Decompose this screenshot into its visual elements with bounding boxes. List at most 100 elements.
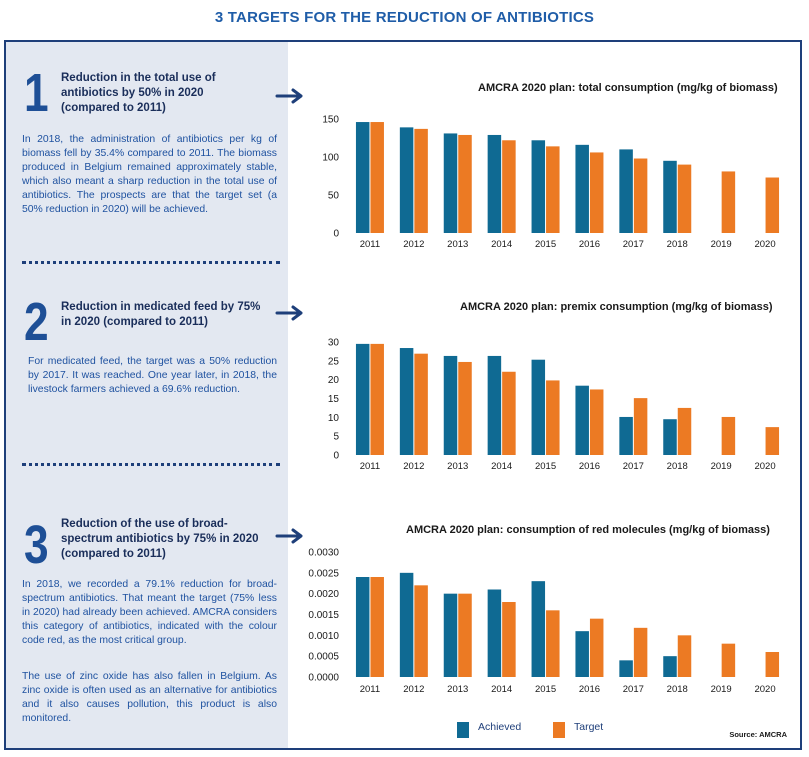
chart-3-title: AMCRA 2020 plan: consumption of red mole… bbox=[406, 524, 770, 536]
y-tick-label: 20 bbox=[328, 375, 340, 386]
x-tick-label: 2014 bbox=[491, 239, 512, 250]
x-tick-label: 2013 bbox=[447, 684, 468, 695]
target-1-heading: Reduction in the total use of antibiotics… bbox=[61, 72, 216, 114]
x-tick-label: 2011 bbox=[360, 684, 380, 695]
y-tick-label: 50 bbox=[328, 191, 340, 202]
target-3-number: 3 bbox=[24, 515, 49, 575]
target-3-heading: Reduction of the use of broad-spectrum a… bbox=[61, 518, 259, 560]
bar-achieved-2018 bbox=[663, 656, 677, 677]
x-tick-label: 2018 bbox=[667, 461, 688, 472]
left-panel bbox=[6, 42, 288, 748]
y-tick-label: 100 bbox=[322, 153, 339, 164]
x-tick-label: 2016 bbox=[579, 461, 600, 472]
bar-target-2014 bbox=[502, 140, 516, 233]
y-tick-label: 0.0015 bbox=[308, 610, 339, 621]
bar-target-2016 bbox=[589, 389, 604, 455]
target-1-number: 1 bbox=[24, 63, 49, 123]
bar-target-2018 bbox=[677, 407, 692, 455]
x-tick-label: 2012 bbox=[403, 461, 424, 472]
bar-achieved-2013 bbox=[443, 593, 458, 677]
bar-achieved-2015 bbox=[531, 359, 546, 455]
x-tick-label: 2012 bbox=[403, 239, 424, 250]
legend-target-label: Target bbox=[574, 721, 604, 733]
x-tick-label: 2020 bbox=[754, 239, 775, 250]
bar-achieved-2016 bbox=[575, 631, 589, 677]
bar-target-2012 bbox=[414, 128, 428, 233]
bar-target-2015 bbox=[546, 146, 560, 233]
bar-achieved-2018 bbox=[663, 419, 677, 455]
bar-achieved-2017 bbox=[619, 416, 633, 455]
bar-target-2014 bbox=[502, 602, 516, 677]
bar-target-2016 bbox=[589, 618, 604, 677]
x-tick-label: 2016 bbox=[579, 684, 600, 695]
y-tick-label: 0.0005 bbox=[308, 652, 339, 663]
bar-target-2011 bbox=[370, 577, 384, 677]
x-tick-label: 2015 bbox=[535, 239, 556, 250]
bar-achieved-2015 bbox=[531, 140, 546, 233]
bar-target-2017 bbox=[633, 398, 648, 455]
bar-target-2017 bbox=[633, 627, 648, 677]
x-tick-label: 2015 bbox=[535, 461, 556, 472]
target-2-number: 2 bbox=[24, 292, 49, 352]
bar-target-2016 bbox=[589, 152, 604, 233]
bar-achieved-2018 bbox=[663, 160, 677, 233]
separator-2 bbox=[22, 463, 280, 466]
target-2-text: For medicated feed, the target was a 50%… bbox=[28, 356, 277, 395]
y-tick-label: 5 bbox=[333, 432, 339, 443]
bar-target-2013 bbox=[458, 593, 472, 677]
bar-target-2017 bbox=[633, 158, 648, 233]
bar-achieved-2017 bbox=[619, 660, 633, 677]
bar-achieved-2016 bbox=[575, 144, 589, 233]
chart-total-consumption: 0 50 100 150 2011 2012 2013 2014 2015 2016 2017 201… bbox=[322, 115, 780, 250]
bar-target-2011 bbox=[370, 122, 384, 233]
x-tick-label: 2017 bbox=[623, 239, 644, 250]
bar-target-2015 bbox=[546, 380, 560, 455]
y-tick-label: 0 bbox=[333, 451, 339, 462]
chart-1-title: AMCRA 2020 plan: total consumption (mg/k… bbox=[478, 82, 778, 94]
arrow-right-icon bbox=[275, 88, 303, 104]
x-tick-label: 2013 bbox=[447, 461, 468, 472]
y-tick-label: 10 bbox=[328, 413, 340, 424]
x-tick-label: 2013 bbox=[447, 239, 468, 250]
bar-target-2018 bbox=[677, 635, 692, 677]
bar-achieved-2012 bbox=[399, 572, 414, 677]
y-tick-label: 0.0010 bbox=[308, 631, 339, 642]
bar-achieved-2012 bbox=[399, 348, 414, 455]
bar-achieved-2013 bbox=[443, 355, 458, 455]
x-tick-label: 2016 bbox=[579, 239, 600, 250]
bar-target-2020 bbox=[765, 177, 780, 233]
y-tick-label: 150 bbox=[322, 115, 339, 126]
bar-target-2014 bbox=[502, 371, 516, 455]
target-3-text-zinc: The use of zinc oxide has also fallen in… bbox=[22, 671, 277, 724]
x-tick-label: 2012 bbox=[403, 684, 424, 695]
x-tick-label: 2017 bbox=[623, 461, 644, 472]
legend-target-swatch bbox=[553, 722, 565, 738]
bar-target-2012 bbox=[414, 585, 428, 677]
x-tick-label: 2019 bbox=[711, 684, 732, 695]
y-tick-label: 0 bbox=[333, 229, 339, 240]
legend-achieved-swatch bbox=[457, 722, 469, 738]
content-frame bbox=[4, 40, 802, 750]
bar-achieved-2011 bbox=[355, 577, 370, 677]
separator-1 bbox=[22, 261, 280, 264]
x-tick-label: 2020 bbox=[754, 461, 775, 472]
x-tick-label: 2018 bbox=[667, 684, 688, 695]
y-tick-label: 25 bbox=[328, 356, 340, 367]
bar-achieved-2014 bbox=[487, 134, 502, 233]
y-tick-label: 0.0020 bbox=[308, 589, 339, 600]
bar-achieved-2015 bbox=[531, 581, 546, 677]
bar-achieved-2014 bbox=[487, 355, 502, 455]
bar-target-2020 bbox=[765, 427, 780, 455]
arrow-right-icon bbox=[275, 528, 303, 544]
bar-target-2019 bbox=[721, 171, 736, 233]
x-tick-label: 2017 bbox=[623, 684, 644, 695]
y-tick-label: 0.0000 bbox=[308, 673, 339, 684]
y-tick-label: 0.0025 bbox=[308, 568, 339, 579]
bar-achieved-2011 bbox=[355, 343, 370, 455]
x-tick-label: 2018 bbox=[667, 239, 688, 250]
chart-2-title: AMCRA 2020 plan: premix consumption (mg/… bbox=[460, 301, 773, 313]
x-tick-label: 2014 bbox=[491, 684, 512, 695]
x-tick-label: 2019 bbox=[711, 461, 732, 472]
chart-premix-consumption: 0 5 10 15 20 25 30 2011 2012 2013 2014 2015 2016 2017… bbox=[328, 338, 780, 472]
bar-target-2018 bbox=[677, 164, 692, 233]
